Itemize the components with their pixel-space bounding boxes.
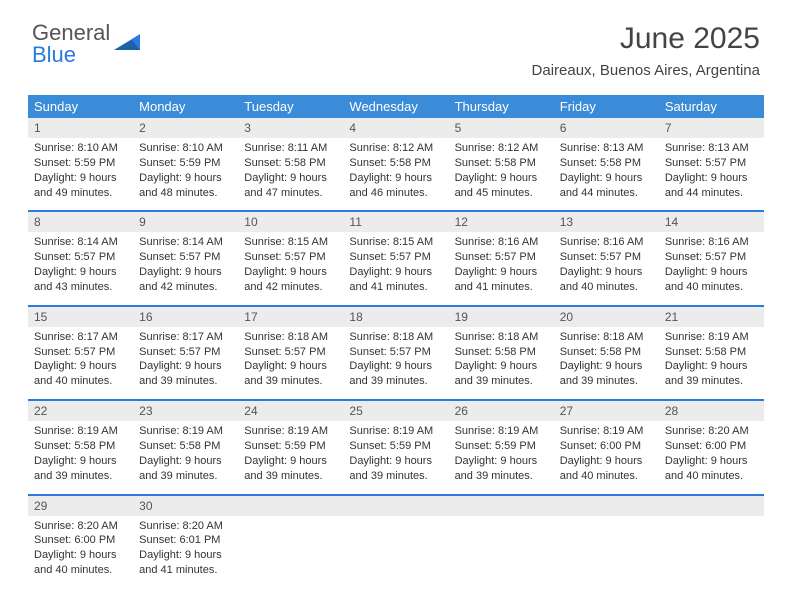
- day-data-29: Sunrise: 8:20 AMSunset: 6:00 PMDaylight:…: [28, 516, 133, 588]
- week-5-number-row: 2930: [28, 494, 764, 516]
- month-title: June 2025: [532, 22, 760, 56]
- week-4-number-row: 22232425262728: [28, 399, 764, 421]
- week-4-data-row: Sunrise: 8:19 AMSunset: 5:58 PMDaylight:…: [28, 421, 764, 493]
- day-number-21: 21: [659, 305, 764, 327]
- week-5-data-row: Sunrise: 8:20 AMSunset: 6:00 PMDaylight:…: [28, 516, 764, 588]
- day-number-22: 22: [28, 399, 133, 421]
- day-data-8: Sunrise: 8:14 AMSunset: 5:57 PMDaylight:…: [28, 232, 133, 304]
- day-number-16: 16: [133, 305, 238, 327]
- day-data-15: Sunrise: 8:17 AMSunset: 5:57 PMDaylight:…: [28, 327, 133, 399]
- day-data-2: Sunrise: 8:10 AMSunset: 5:59 PMDaylight:…: [133, 138, 238, 210]
- day-data-22: Sunrise: 8:19 AMSunset: 5:58 PMDaylight:…: [28, 421, 133, 493]
- day-number-empty: [343, 494, 448, 516]
- day-number-29: 29: [28, 494, 133, 516]
- day-data-19: Sunrise: 8:18 AMSunset: 5:58 PMDaylight:…: [449, 327, 554, 399]
- day-data-14: Sunrise: 8:16 AMSunset: 5:57 PMDaylight:…: [659, 232, 764, 304]
- day-data-6: Sunrise: 8:13 AMSunset: 5:58 PMDaylight:…: [554, 138, 659, 210]
- day-number-6: 6: [554, 118, 659, 138]
- day-data-23: Sunrise: 8:19 AMSunset: 5:58 PMDaylight:…: [133, 421, 238, 493]
- day-data-13: Sunrise: 8:16 AMSunset: 5:57 PMDaylight:…: [554, 232, 659, 304]
- day-number-5: 5: [449, 118, 554, 138]
- day-data-30: Sunrise: 8:20 AMSunset: 6:01 PMDaylight:…: [133, 516, 238, 588]
- day-number-27: 27: [554, 399, 659, 421]
- week-3-data-row: Sunrise: 8:17 AMSunset: 5:57 PMDaylight:…: [28, 327, 764, 399]
- day-number-empty: [238, 494, 343, 516]
- day-data-21: Sunrise: 8:19 AMSunset: 5:58 PMDaylight:…: [659, 327, 764, 399]
- day-number-28: 28: [659, 399, 764, 421]
- day-number-11: 11: [343, 210, 448, 232]
- weekday-sunday: Sunday: [28, 95, 133, 118]
- day-number-9: 9: [133, 210, 238, 232]
- day-data-3: Sunrise: 8:11 AMSunset: 5:58 PMDaylight:…: [238, 138, 343, 210]
- day-number-17: 17: [238, 305, 343, 327]
- day-data-28: Sunrise: 8:20 AMSunset: 6:00 PMDaylight:…: [659, 421, 764, 493]
- week-2-number-row: 891011121314: [28, 210, 764, 232]
- weekday-thursday: Thursday: [449, 95, 554, 118]
- day-data-25: Sunrise: 8:19 AMSunset: 5:59 PMDaylight:…: [343, 421, 448, 493]
- weekday-saturday: Saturday: [659, 95, 764, 118]
- day-number-4: 4: [343, 118, 448, 138]
- day-number-20: 20: [554, 305, 659, 327]
- day-data-26: Sunrise: 8:19 AMSunset: 5:59 PMDaylight:…: [449, 421, 554, 493]
- day-data-7: Sunrise: 8:13 AMSunset: 5:57 PMDaylight:…: [659, 138, 764, 210]
- day-number-24: 24: [238, 399, 343, 421]
- day-number-12: 12: [449, 210, 554, 232]
- day-number-1: 1: [28, 118, 133, 138]
- day-data-4: Sunrise: 8:12 AMSunset: 5:58 PMDaylight:…: [343, 138, 448, 210]
- day-data-10: Sunrise: 8:15 AMSunset: 5:57 PMDaylight:…: [238, 232, 343, 304]
- weekday-tuesday: Tuesday: [238, 95, 343, 118]
- day-number-7: 7: [659, 118, 764, 138]
- day-number-3: 3: [238, 118, 343, 138]
- week-3-number-row: 15161718192021: [28, 305, 764, 327]
- day-number-8: 8: [28, 210, 133, 232]
- day-number-26: 26: [449, 399, 554, 421]
- week-1-data-row: Sunrise: 8:10 AMSunset: 5:59 PMDaylight:…: [28, 138, 764, 210]
- day-number-empty: [449, 494, 554, 516]
- day-data-18: Sunrise: 8:18 AMSunset: 5:57 PMDaylight:…: [343, 327, 448, 399]
- day-number-empty: [659, 494, 764, 516]
- day-data-20: Sunrise: 8:18 AMSunset: 5:58 PMDaylight:…: [554, 327, 659, 399]
- day-number-13: 13: [554, 210, 659, 232]
- location-text: Daireaux, Buenos Aires, Argentina: [532, 62, 760, 79]
- day-number-15: 15: [28, 305, 133, 327]
- weekday-friday: Friday: [554, 95, 659, 118]
- day-number-18: 18: [343, 305, 448, 327]
- week-2-data-row: Sunrise: 8:14 AMSunset: 5:57 PMDaylight:…: [28, 232, 764, 304]
- logo-triangle-icon: [114, 32, 142, 58]
- day-data-11: Sunrise: 8:15 AMSunset: 5:57 PMDaylight:…: [343, 232, 448, 304]
- day-number-10: 10: [238, 210, 343, 232]
- day-data-12: Sunrise: 8:16 AMSunset: 5:57 PMDaylight:…: [449, 232, 554, 304]
- week-1-number-row: 1234567: [28, 118, 764, 138]
- day-data-27: Sunrise: 8:19 AMSunset: 6:00 PMDaylight:…: [554, 421, 659, 493]
- day-data-24: Sunrise: 8:19 AMSunset: 5:59 PMDaylight:…: [238, 421, 343, 493]
- day-data-1: Sunrise: 8:10 AMSunset: 5:59 PMDaylight:…: [28, 138, 133, 210]
- day-number-empty: [554, 494, 659, 516]
- day-data-5: Sunrise: 8:12 AMSunset: 5:58 PMDaylight:…: [449, 138, 554, 210]
- calendar: SundayMondayTuesdayWednesdayThursdayFrid…: [28, 95, 764, 588]
- logo: General Blue: [32, 22, 142, 66]
- day-number-19: 19: [449, 305, 554, 327]
- day-number-25: 25: [343, 399, 448, 421]
- day-number-23: 23: [133, 399, 238, 421]
- header: General Blue June 2025 Daireaux, Buenos …: [0, 0, 792, 85]
- title-block: June 2025 Daireaux, Buenos Aires, Argent…: [532, 22, 760, 79]
- weekday-header-row: SundayMondayTuesdayWednesdayThursdayFrid…: [28, 95, 764, 118]
- weekday-wednesday: Wednesday: [343, 95, 448, 118]
- day-number-14: 14: [659, 210, 764, 232]
- day-number-30: 30: [133, 494, 238, 516]
- day-data-9: Sunrise: 8:14 AMSunset: 5:57 PMDaylight:…: [133, 232, 238, 304]
- weekday-monday: Monday: [133, 95, 238, 118]
- logo-text-2: Blue: [32, 42, 76, 67]
- day-number-2: 2: [133, 118, 238, 138]
- day-data-17: Sunrise: 8:18 AMSunset: 5:57 PMDaylight:…: [238, 327, 343, 399]
- day-data-16: Sunrise: 8:17 AMSunset: 5:57 PMDaylight:…: [133, 327, 238, 399]
